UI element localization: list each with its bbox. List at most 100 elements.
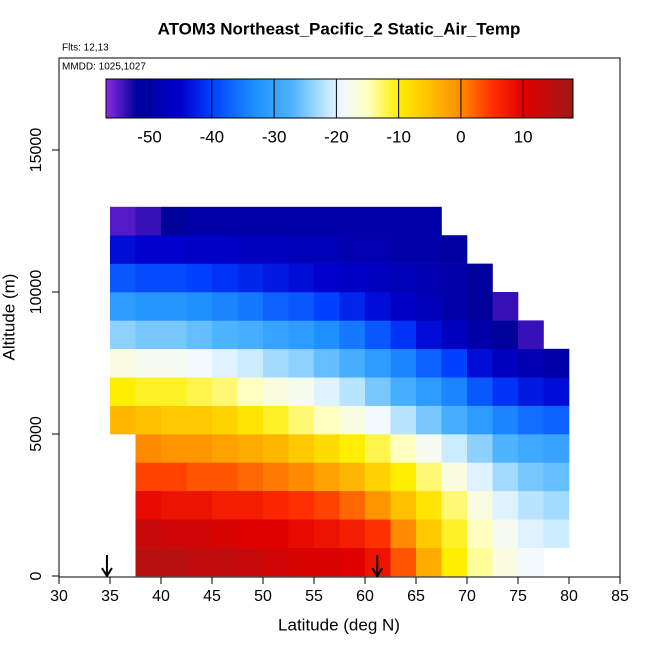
heat-cell <box>288 519 315 548</box>
heat-cell <box>135 519 162 548</box>
heat-cell <box>441 377 468 406</box>
heat-cell <box>212 462 238 492</box>
heat-cell <box>390 434 417 463</box>
heat-cell <box>110 292 136 321</box>
heat-cell <box>390 519 417 548</box>
heat-cell <box>186 292 213 321</box>
heat-cell <box>263 263 289 293</box>
heat-cell <box>390 462 417 492</box>
heat-cell <box>263 405 289 435</box>
heat-cell <box>390 292 417 321</box>
x-tick-label: 75 <box>509 588 527 605</box>
heat-cell <box>135 547 162 577</box>
heat-cell <box>237 462 264 492</box>
heat-cell <box>416 405 442 435</box>
heat-cell <box>543 405 570 435</box>
x-tick-label: 35 <box>101 588 119 605</box>
heat-cell <box>543 377 570 406</box>
heat-cell <box>390 377 417 406</box>
x-tick-label: 80 <box>560 588 578 605</box>
heat-cell <box>288 292 315 321</box>
heat-cell <box>288 434 315 463</box>
heat-cell <box>339 206 366 236</box>
heat-cell <box>314 490 340 520</box>
heat-cell <box>467 490 493 520</box>
heat-cell <box>288 206 315 236</box>
heat-cell <box>543 434 570 463</box>
heat-cell <box>288 263 315 293</box>
heat-cell <box>492 405 519 435</box>
heat-cell <box>263 235 289 264</box>
heat-cell <box>161 263 187 293</box>
heat-cell <box>135 405 162 435</box>
heat-cell <box>110 348 136 378</box>
x-tick-label: 30 <box>50 588 68 605</box>
heat-cell <box>314 519 340 548</box>
heat-cell <box>518 462 544 492</box>
heat-cell <box>237 547 264 577</box>
heat-cell <box>237 405 264 435</box>
heat-cell <box>416 377 442 406</box>
heat-cell <box>161 547 187 577</box>
heat-cell <box>441 519 468 548</box>
heat-cell <box>518 434 544 463</box>
y-tick-label: 10000 <box>28 270 45 315</box>
heat-cell <box>543 490 570 520</box>
arrow-head <box>371 567 384 578</box>
heat-cell <box>416 263 442 293</box>
heat-cell <box>492 519 519 548</box>
heat-cell <box>441 320 468 350</box>
heat-cell <box>314 292 340 321</box>
heat-cell <box>339 547 366 577</box>
heat-cell <box>518 519 544 548</box>
heat-cell <box>467 547 493 577</box>
heat-cell <box>237 519 264 548</box>
heat-cell <box>467 434 493 463</box>
heat-cell <box>390 547 417 577</box>
dates-label: MMDD: 1025,1027 <box>62 62 146 73</box>
heat-cell <box>288 320 315 350</box>
heat-cell <box>416 547 442 577</box>
heat-cell <box>467 519 493 548</box>
heat-cell <box>314 547 340 577</box>
heat-cell <box>110 320 136 350</box>
heat-cell <box>416 320 442 350</box>
heat-cell <box>390 235 417 264</box>
x-tick-label: 70 <box>458 588 476 605</box>
chart-title: ATOM3 Northeast_Pacific_2 Static_Air_Tem… <box>158 19 521 38</box>
heat-cell <box>365 235 391 264</box>
heat-cell <box>288 377 315 406</box>
heat-cell <box>288 235 315 264</box>
heat-cell <box>492 320 519 350</box>
heat-cell <box>314 377 340 406</box>
heat-cell <box>441 235 468 264</box>
heat-cell <box>518 320 544 350</box>
heat-cell <box>135 320 162 350</box>
heat-cell <box>263 462 289 492</box>
heat-cell <box>288 462 315 492</box>
x-tick-label: 55 <box>305 588 323 605</box>
heat-cell <box>186 434 213 463</box>
heat-cell <box>441 547 468 577</box>
x-tick-label: 50 <box>254 588 272 605</box>
heat-cell <box>110 263 136 293</box>
heat-cell <box>263 377 289 406</box>
heat-cell <box>237 263 264 293</box>
heat-cell <box>492 348 519 378</box>
heat-cell <box>314 235 340 264</box>
heat-cell <box>467 462 493 492</box>
heat-cell <box>288 348 315 378</box>
y-axis-title: Altitude (m) <box>0 274 18 361</box>
heat-cell <box>339 377 366 406</box>
heat-cell <box>339 434 366 463</box>
x-tick-label: 85 <box>611 588 629 605</box>
heat-cell <box>110 206 136 236</box>
colorbar-tick-label: -20 <box>324 127 349 146</box>
heat-cell <box>263 519 289 548</box>
heat-cell <box>441 292 468 321</box>
heat-cell <box>518 490 544 520</box>
heat-cell <box>518 348 544 378</box>
heat-cell <box>314 405 340 435</box>
heat-cell <box>237 206 264 236</box>
